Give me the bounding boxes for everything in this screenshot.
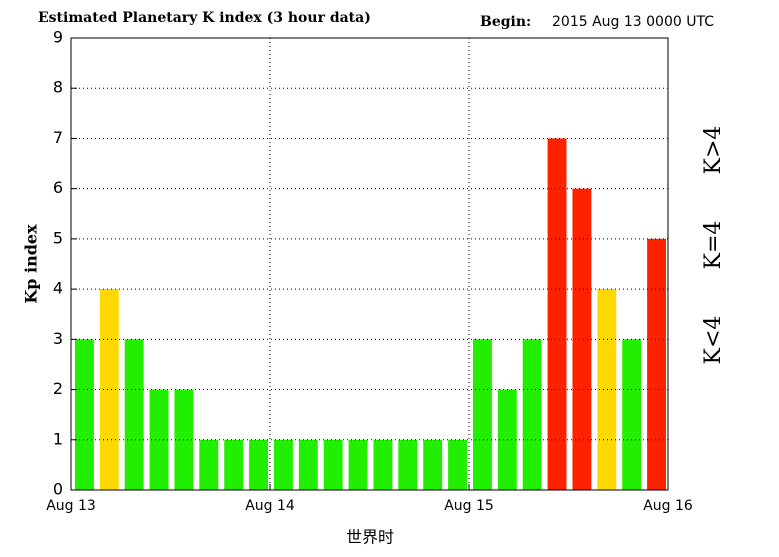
bar — [273, 439, 293, 490]
y-tick-label: 5 — [53, 228, 63, 247]
y-tick-label: 4 — [53, 279, 63, 298]
y-tick-label: 3 — [53, 329, 63, 348]
y-tick-label: 6 — [53, 178, 63, 197]
y-tick-label: 1 — [53, 429, 63, 448]
bar — [99, 289, 119, 490]
begin-date: 2015 Aug 13 0000 UTC — [552, 14, 714, 30]
x-tick-label: Aug 15 — [444, 498, 494, 514]
bar — [572, 188, 592, 490]
plot-frame — [70, 37, 669, 491]
bar — [398, 439, 418, 490]
bar — [224, 439, 244, 490]
bar — [348, 439, 368, 490]
bar — [622, 339, 642, 490]
bar — [472, 339, 492, 490]
x-tick-label: Aug 16 — [643, 498, 693, 514]
y-axis-label: Kp index — [22, 224, 41, 304]
bar — [597, 289, 617, 490]
bar — [448, 439, 468, 490]
legend-label: K=4 — [701, 221, 726, 270]
y-tick-label: 2 — [53, 379, 63, 398]
y-tick-label: 0 — [53, 480, 63, 499]
x-tick-label: Aug 13 — [46, 498, 96, 514]
bar — [199, 439, 219, 490]
bar — [249, 439, 269, 490]
chart-title: Estimated Planetary K index (3 hour data… — [38, 10, 371, 26]
bar — [522, 339, 542, 490]
bar — [298, 439, 318, 490]
bar — [647, 238, 667, 490]
bar — [423, 439, 443, 490]
bar — [373, 439, 393, 490]
bar — [74, 339, 94, 490]
bar — [124, 339, 144, 490]
bar — [547, 138, 567, 490]
y-tick-label: 9 — [53, 28, 63, 47]
legend-label: K>4 — [701, 126, 726, 175]
legend-label: K<4 — [701, 316, 726, 365]
bar — [323, 439, 343, 490]
x-axis-label: 世界时 — [346, 528, 394, 547]
begin-label: Begin: — [480, 14, 531, 30]
x-tick-label: Aug 14 — [245, 498, 295, 514]
y-tick-label: 7 — [53, 128, 63, 147]
y-tick-label: 8 — [53, 78, 63, 97]
